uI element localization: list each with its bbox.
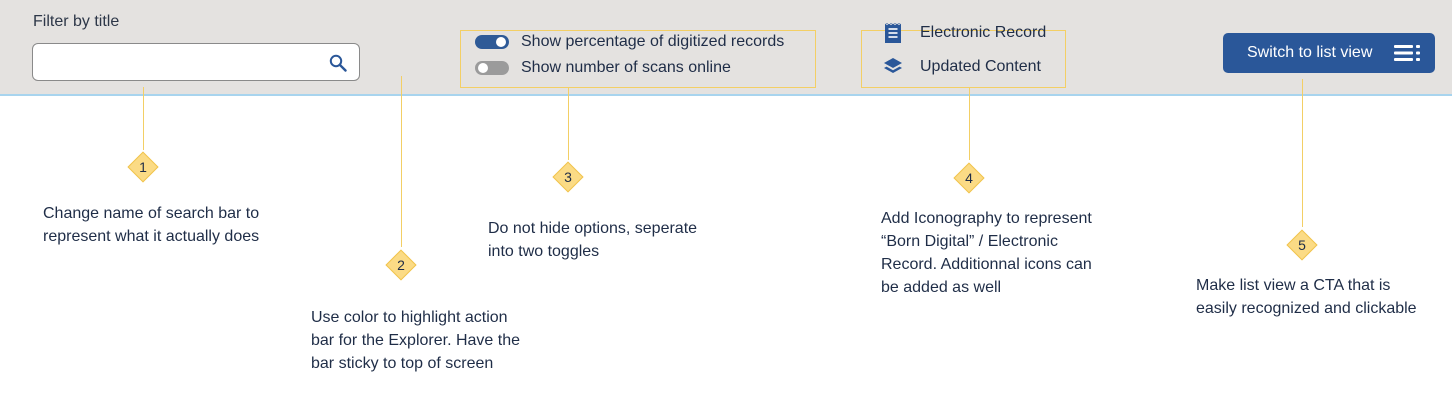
annotation-line: bar for the Explorer. Have the [311,332,520,349]
toggle-row-scans[interactable]: Show number of scans online [475,57,731,79]
annotation-note: Do not hide options, seperate into two t… [488,217,697,263]
connector-line [1302,79,1303,227]
annotation-marker: 4 [951,160,987,196]
search-input[interactable] [41,50,325,76]
toggle-knob [496,37,506,47]
annotation-number: 3 [564,169,572,185]
annotation-number: 5 [1298,237,1306,253]
annotation-number: 1 [139,159,147,175]
toggle-label: Show number of scans online [521,59,731,76]
connector-line [969,88,970,160]
annotation-marker: 3 [550,159,586,195]
list-icon [1394,45,1420,61]
toggle-knob [478,63,488,73]
annotation-line: into two toggles [488,243,600,260]
annotation-note: Change name of search bar to represent w… [43,202,259,248]
electronic-record-icon [884,22,902,43]
annotation-note: Add Iconography to represent “Born Digit… [881,207,1092,299]
connector-line [568,88,569,160]
toggle-group: Show percentage of digitized records Sho… [460,30,816,88]
annotation-line: Record. Additionnal icons can [881,256,1092,273]
annotation-marker: 2 [383,247,419,283]
annotation-line: represent what it actually does [43,228,260,245]
search-icon[interactable] [329,54,347,72]
annotation-note: Use color to highlight action bar for th… [311,306,520,375]
toggle-row-percentage[interactable]: Show percentage of digitized records [475,31,784,53]
toggle-label: Show percentage of digitized records [521,33,785,50]
connector-line [143,87,144,150]
annotation-number: 2 [397,257,405,273]
annotation-line: “Born Digital” / Electronic [881,233,1058,250]
annotation-note: Make list view a CTA that is easily reco… [1196,274,1417,320]
annotation-line: bar sticky to top of screen [311,355,494,372]
icon-legend: Electronic Record Updated Content [861,22,1066,88]
legend-item-updated-content: Updated Content [882,56,1041,78]
annotation-marker: 5 [1284,227,1320,263]
layers-icon [884,58,902,73]
annotation-marker: 1 [125,149,161,185]
action-bar: Filter by title Show percentage of digit… [0,0,1452,96]
legend-item-electronic-record: Electronic Record [882,22,1046,44]
annotation-line: Add Iconography to represent [881,210,1092,227]
switch-to-list-view-button[interactable]: Switch to list view [1223,33,1435,73]
scans-toggle[interactable] [475,61,509,75]
annotation-line: easily recognized and clickable [1196,300,1417,317]
annotation-line: Use color to highlight action [311,309,508,326]
annotation-line: Make list view a CTA that is [1196,277,1391,294]
annotation-line: Change name of search bar to [43,205,260,222]
legend-label: Electronic Record [920,24,1047,41]
connector-line [401,76,402,247]
legend-label: Updated Content [920,58,1041,75]
annotation-number: 4 [965,170,973,186]
filter-label: Filter by title [33,13,120,30]
list-view-button-label: Switch to list view [1247,44,1373,61]
percentage-toggle[interactable] [475,35,509,49]
annotation-line: Do not hide options, seperate [488,220,698,237]
annotation-line: be added as well [881,279,1002,296]
search-field[interactable] [32,43,360,81]
